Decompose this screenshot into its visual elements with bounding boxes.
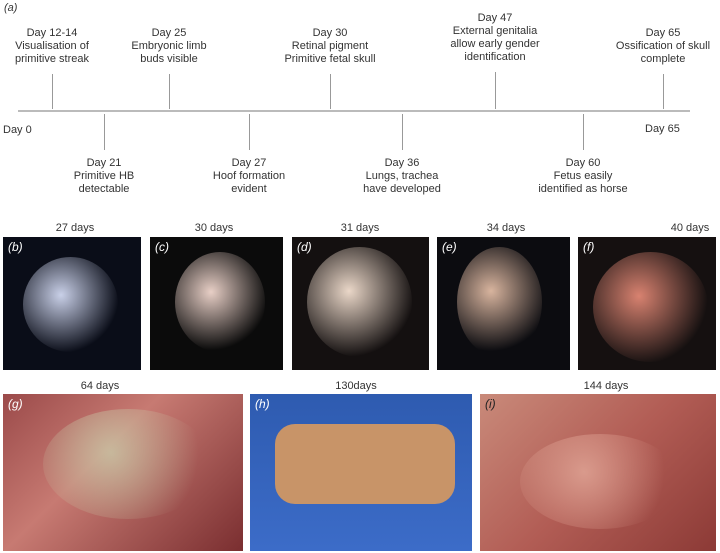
panel-label: (i) xyxy=(485,397,496,411)
panel-a-label: (a) xyxy=(4,2,18,14)
timeline-event-above: Day 12-14 Visualisation of primitive strea… xyxy=(15,27,89,66)
event-day: Day 65 xyxy=(645,27,681,39)
arrow-up xyxy=(104,114,105,150)
event-day: Day 36 xyxy=(384,157,420,169)
event-description: Visualisation of xyxy=(15,40,89,52)
specimen-image xyxy=(275,424,455,504)
arrow-down xyxy=(495,72,496,109)
event-description: Lungs, trachea xyxy=(365,170,439,182)
event-description: detectable xyxy=(78,183,130,195)
event-description: Fetus easily xyxy=(553,170,613,182)
event-description: Hoof formation xyxy=(212,170,286,182)
event-day: Day 47 xyxy=(477,12,513,24)
event-day: Day 12-14 xyxy=(26,27,78,39)
specimen-photo: (f) xyxy=(578,237,716,370)
arrow-down xyxy=(663,74,664,109)
timeline-event-above: Day 65 Ossification of skull complete xyxy=(616,27,710,66)
arrow-down xyxy=(330,74,331,109)
timeline-event-below: Day 21 Primitive HB detectable xyxy=(74,157,135,196)
specimen-photo: (g) xyxy=(3,394,243,551)
event-description: complete xyxy=(640,53,686,65)
arrow-down xyxy=(52,74,53,109)
event-day: Day 25 xyxy=(151,27,187,39)
specimen-image xyxy=(175,252,265,352)
panel-label: (c) xyxy=(155,240,169,254)
specimen-image xyxy=(43,409,213,519)
event-day: Day 27 xyxy=(231,157,267,169)
specimen-image xyxy=(520,434,680,529)
event-description: allow early gender xyxy=(450,38,540,50)
panel-label: (g) xyxy=(8,397,23,411)
age-caption: 130days xyxy=(335,380,377,392)
timeline-event-above: Day 47 External genitalia allow early gend… xyxy=(450,12,539,64)
timeline-event-below: Day 27 Hoof formation evident xyxy=(213,157,285,196)
specimen-photo: (d) xyxy=(292,237,429,370)
panel-label: (d) xyxy=(297,240,312,254)
event-description: Retinal pigment xyxy=(291,40,369,52)
age-caption: 30 days xyxy=(194,222,234,234)
specimen-image xyxy=(307,247,412,357)
specimen-photo: (b) xyxy=(3,237,141,370)
timeline-start: Day 0 xyxy=(3,124,32,136)
arrow-up xyxy=(402,114,403,150)
age-caption: 34 days xyxy=(486,222,526,234)
event-description: identification xyxy=(464,51,526,63)
specimen-image xyxy=(23,257,118,352)
age-caption: 40 days xyxy=(670,222,710,234)
timeline-end: Day 65 xyxy=(645,123,680,135)
specimen-image xyxy=(593,252,708,362)
event-description: identified as horse xyxy=(538,183,628,195)
event-description: Ossification of skull xyxy=(615,40,711,52)
timeline-event-above: Day 25 Embryonic limb buds visible xyxy=(131,27,206,66)
event-description: Primitive fetal skull xyxy=(284,53,376,65)
specimen-photo: (i) xyxy=(480,394,716,551)
panel-label: (h) xyxy=(255,397,270,411)
event-day: Day 30 xyxy=(312,27,348,39)
event-day: Day 60 xyxy=(565,157,601,169)
age-caption: 31 days xyxy=(340,222,380,234)
arrow-up xyxy=(249,114,250,150)
event-description: Primitive HB xyxy=(73,170,135,182)
event-description: Embryonic limb xyxy=(131,40,207,52)
age-caption: 144 days xyxy=(583,380,629,392)
panel-label: (f) xyxy=(583,240,595,254)
timeline-axis xyxy=(18,110,690,112)
event-description: evident xyxy=(231,183,267,195)
panel-label: (e) xyxy=(442,240,457,254)
arrow-down xyxy=(169,74,170,109)
timeline-event-above: Day 30 Retinal pigment Primitive fetal sku… xyxy=(284,27,375,66)
timeline-event-below: Day 60 Fetus easily identified as horse xyxy=(538,157,627,196)
panel-label: (b) xyxy=(8,240,23,254)
age-caption: 27 days xyxy=(55,222,95,234)
specimen-photo: (e) xyxy=(437,237,570,370)
event-description: have developed xyxy=(363,183,441,195)
event-day: Day 21 xyxy=(86,157,122,169)
event-description: buds visible xyxy=(140,53,198,65)
specimen-image xyxy=(457,247,542,357)
event-description: primitive streak xyxy=(15,53,89,65)
specimen-photo: (c) xyxy=(150,237,283,370)
arrow-up xyxy=(583,114,584,150)
specimen-photo: (h) xyxy=(250,394,472,551)
age-caption: 64 days xyxy=(80,380,120,392)
timeline-event-below: Day 36 Lungs, trachea have developed xyxy=(363,157,441,196)
event-description: External genitalia xyxy=(452,25,538,37)
